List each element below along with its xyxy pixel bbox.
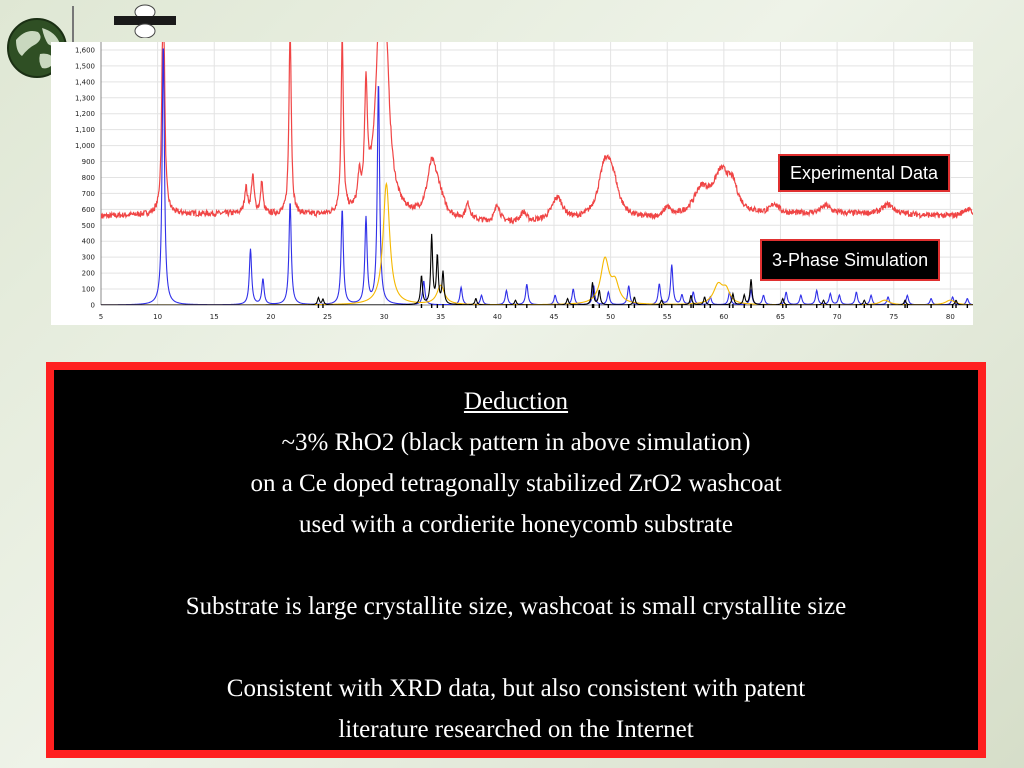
x-tick-label: 65 [776, 313, 785, 321]
y-tick-label: 300 [82, 254, 95, 262]
y-tick-label: 200 [82, 270, 95, 278]
y-tick-label: 400 [82, 238, 95, 246]
x-tick-label: 40 [493, 313, 502, 321]
x-tick-label: 45 [550, 313, 559, 321]
y-tick-label: 1,600 [75, 46, 95, 54]
deduction-line: Substrate is large crystallite size, was… [185, 593, 847, 620]
y-tick-label: 1,400 [75, 78, 95, 86]
y-tick-label: 1,500 [75, 62, 95, 70]
deduction-line: literature researched on the Internet [338, 716, 694, 743]
x-tick-label: 55 [663, 313, 672, 321]
legend-experimental-data: Experimental Data [778, 154, 951, 192]
x-tick-label: 80 [946, 313, 955, 321]
deduction-spacer [54, 545, 978, 586]
x-tick-label: 35 [436, 313, 445, 321]
x-tick-label: 30 [380, 313, 389, 321]
logo-divider [72, 6, 74, 76]
deduction-line: on a Ce doped tetragonally stabilized Zr… [250, 470, 782, 497]
y-tick-label: 100 [82, 286, 95, 294]
experimental-data-line [101, 42, 973, 225]
x-tick-label: 10 [153, 313, 162, 321]
iso-badge-icon [114, 4, 176, 38]
y-tick-label: 900 [82, 158, 95, 166]
legend-3-phase-simulation: 3-Phase Simulation [760, 239, 941, 281]
y-tick-label: 600 [82, 206, 95, 214]
deduction-line: Consistent with XRD data, but also consi… [226, 675, 806, 702]
x-tick-label: 15 [210, 313, 219, 321]
deduction-box: Deduction ~3% RhO2 (black pattern in abo… [46, 362, 986, 758]
deduction-line: ~3% RhO2 (black pattern in above simulat… [281, 429, 751, 456]
x-tick-label: 20 [266, 313, 275, 321]
deduction-line: used with a cordierite honeycomb substra… [299, 511, 733, 538]
x-tick-label: 75 [889, 313, 898, 321]
y-tick-label: 1,200 [75, 110, 95, 118]
x-tick-label: 60 [719, 313, 728, 321]
y-tick-label: 700 [82, 190, 95, 198]
x-tick-label: 50 [606, 313, 615, 321]
y-tick-label: 800 [82, 174, 95, 182]
deduction-spacer [54, 627, 978, 668]
y-tick-label: 1,000 [75, 142, 95, 150]
x-tick-label: 5 [99, 313, 103, 321]
y-tick-label: 0 [91, 302, 95, 310]
black-phase-line [101, 233, 973, 305]
y-tick-label: 1,300 [75, 94, 95, 102]
x-tick-label: 70 [833, 313, 842, 321]
x-tick-label: 25 [323, 313, 332, 321]
xrd-chart-svg: 0 100 200 300 400 500 600 700 800 900 1,000 1,100 1,… [75, 42, 973, 321]
y-tick-label: 1,100 [75, 126, 95, 134]
y-tick-label: 500 [82, 222, 95, 230]
deduction-heading: Deduction [463, 388, 569, 415]
